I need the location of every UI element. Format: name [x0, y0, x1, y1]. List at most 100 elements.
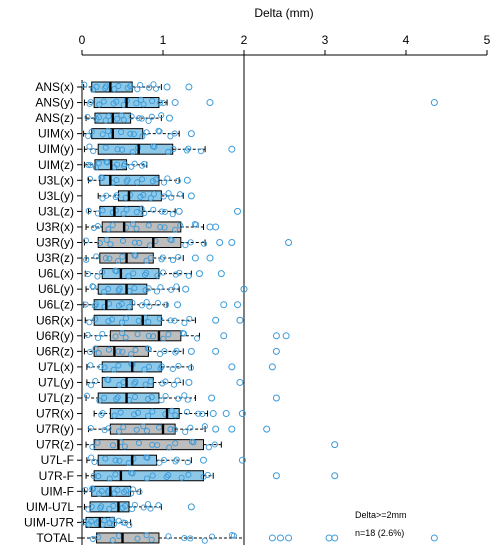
outlier-point: [217, 270, 225, 278]
category-label: U3R(x): [36, 220, 74, 234]
category-label: UIM-F: [41, 484, 74, 498]
data-point: [147, 378, 154, 385]
data-point: [195, 410, 202, 417]
data-point: [100, 98, 107, 105]
data-point: [165, 472, 172, 479]
outlier-point: [430, 99, 438, 107]
category-label: ANS(x): [35, 80, 74, 94]
data-point: [98, 411, 105, 418]
data-point: [113, 396, 120, 403]
data-point: [133, 225, 140, 232]
outlier-point: [272, 472, 280, 480]
data-point: [128, 506, 136, 513]
data-point: [141, 160, 148, 167]
outlier-point: [175, 207, 183, 215]
data-point: [160, 179, 168, 186]
data-point: [101, 288, 108, 295]
data-point: [112, 457, 119, 464]
x-tick-label: 2: [241, 33, 248, 47]
data-point: [114, 161, 121, 168]
data-point: [121, 161, 128, 168]
category-label: U7L(z): [38, 391, 74, 405]
data-point: [143, 129, 150, 136]
data-point: [177, 222, 184, 229]
box-uim-x-: [83, 127, 195, 140]
data-point: [105, 113, 112, 120]
data-point: [204, 471, 211, 478]
data-point: [161, 208, 169, 215]
data-point: [106, 255, 113, 262]
outlier-point: [325, 534, 333, 542]
data-point: [142, 287, 149, 294]
data-point: [145, 222, 152, 229]
category-label: UIM-U7L: [26, 500, 74, 514]
data-point: [155, 502, 162, 509]
threshold-note: Delta>=2mm: [355, 510, 407, 520]
data-point: [119, 237, 127, 244]
data-point: [115, 362, 122, 369]
data-point: [131, 393, 139, 401]
data-point: [160, 269, 167, 276]
data-point: [152, 176, 159, 183]
data-point: [172, 226, 179, 233]
outlier-point: [212, 223, 220, 231]
data-point: [112, 333, 119, 340]
data-point: [172, 271, 179, 278]
data-point: [158, 397, 165, 404]
data-point: [160, 193, 167, 200]
outlier-point: [212, 316, 220, 324]
x-tick-label: 3: [322, 33, 329, 47]
data-point: [135, 317, 142, 324]
x-axis-title: Delta (mm): [254, 6, 313, 20]
data-point: [140, 423, 147, 430]
data-point: [173, 283, 180, 290]
data-point: [92, 301, 99, 308]
category-label: ANS(z): [35, 111, 74, 125]
data-point: [131, 285, 138, 292]
data-point: [133, 100, 140, 107]
data-point: [230, 532, 237, 539]
data-point: [140, 504, 147, 511]
data-point: [130, 131, 137, 138]
data-point: [132, 252, 139, 259]
category-label: U6R(y): [36, 329, 74, 343]
data-point: [180, 330, 188, 337]
data-point: [131, 239, 138, 246]
outlier-point: [183, 176, 191, 184]
data-point: [168, 237, 175, 244]
data-point: [150, 81, 157, 88]
data-point: [92, 378, 99, 385]
data-point: [193, 221, 200, 228]
data-point: [91, 458, 98, 465]
data-point: [149, 97, 156, 104]
data-point: [168, 407, 175, 414]
data-point: [99, 207, 106, 214]
data-point: [152, 85, 159, 92]
data-point: [175, 395, 182, 402]
data-point: [168, 194, 175, 201]
outlier-point: [206, 254, 214, 262]
data-point: [157, 224, 164, 231]
data-point: [167, 426, 174, 433]
data-point: [122, 487, 130, 494]
outlier-point: [200, 456, 207, 464]
outlier-point: [272, 347, 280, 355]
data-point: [118, 300, 125, 307]
data-point: [138, 205, 145, 212]
box-u3r-z-: [83, 252, 214, 264]
data-point: [80, 518, 87, 525]
outlier-point: [276, 534, 284, 542]
data-point: [127, 83, 134, 90]
data-point: [132, 346, 139, 354]
data-point: [101, 517, 108, 524]
box-iqr: [96, 532, 160, 544]
data-point: [88, 128, 95, 135]
data-point: [127, 130, 134, 137]
x-tick-label: 5: [484, 33, 491, 47]
x-tick-label: 4: [403, 33, 410, 47]
data-point: [145, 363, 153, 370]
outlier-point: [268, 534, 276, 542]
data-point: [161, 348, 168, 355]
data-point: [94, 223, 101, 230]
